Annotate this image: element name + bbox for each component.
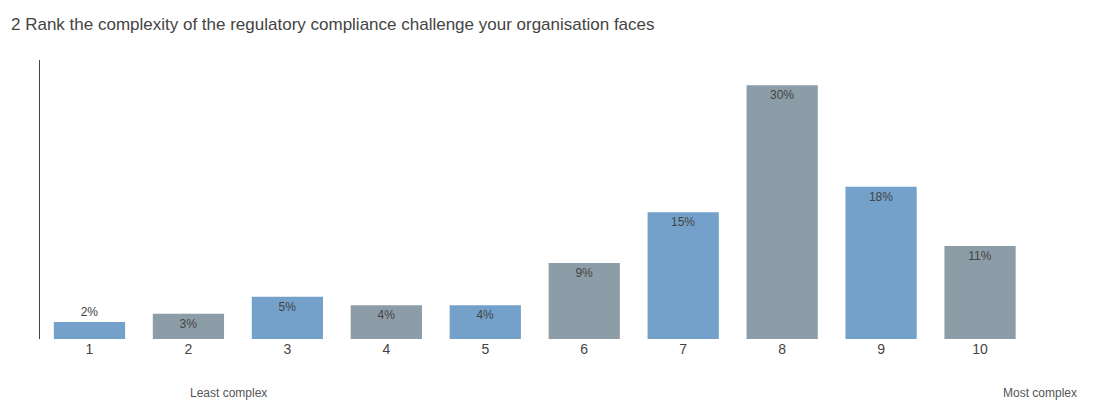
svg-text:2 Rank the complexity of the r: 2 Rank the complexity of the regulatory … — [11, 15, 655, 34]
svg-text:5: 5 — [481, 341, 489, 357]
svg-text:4: 4 — [382, 341, 390, 357]
svg-text:30%: 30% — [770, 88, 794, 102]
svg-text:1: 1 — [86, 341, 94, 357]
svg-text:4%: 4% — [377, 308, 395, 322]
svg-text:18%: 18% — [869, 190, 893, 204]
svg-text:Most complex: Most complex — [1003, 386, 1077, 400]
svg-text:9: 9 — [877, 341, 885, 357]
svg-text:8: 8 — [778, 341, 786, 357]
svg-text:3%: 3% — [180, 317, 198, 331]
svg-text:Least complex: Least complex — [190, 386, 267, 400]
svg-text:2%: 2% — [81, 305, 99, 319]
svg-text:10: 10 — [972, 341, 988, 357]
svg-text:2: 2 — [185, 341, 193, 357]
svg-text:5%: 5% — [279, 300, 297, 314]
svg-text:6: 6 — [580, 341, 588, 357]
svg-text:7: 7 — [679, 341, 687, 357]
svg-text:15%: 15% — [671, 215, 695, 229]
svg-text:4%: 4% — [476, 308, 494, 322]
svg-text:9%: 9% — [575, 266, 593, 280]
svg-text:3: 3 — [283, 341, 291, 357]
svg-text:11%: 11% — [968, 249, 991, 263]
